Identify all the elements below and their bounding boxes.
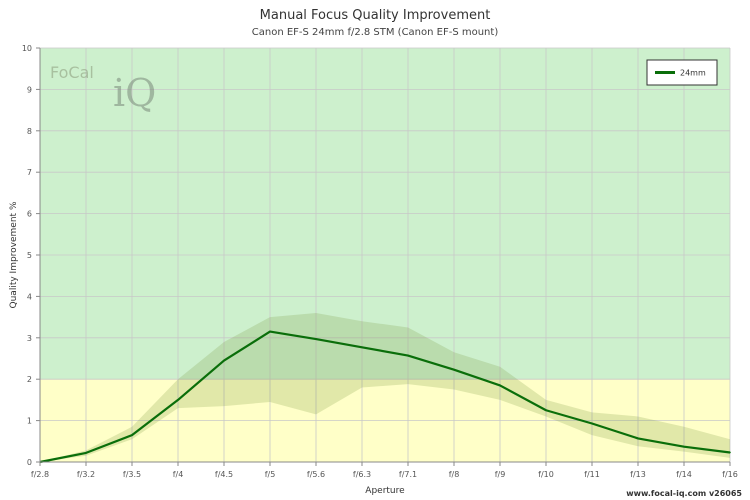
data-point-14 [683,445,685,448]
y-axis-label: Quality Improvement % [9,201,19,308]
x-tick-label-13: f/13 [630,470,646,479]
x-tick-label-11: f/10 [538,470,554,479]
data-point-4 [223,359,225,362]
chart-subtitle: Canon EF-S 24mm f/2.8 STM (Canon EF-S mo… [251,27,499,38]
focal-iq-logo: FoCal iQ [50,63,156,115]
x-tick-label-8: f/7.1 [399,470,417,479]
x-tick-label-1: f/3.2 [77,470,95,479]
data-point-7 [361,346,363,349]
data-point-5 [269,330,271,333]
x-tick-label-6: f/5.6 [307,470,325,479]
data-point-8 [407,354,409,357]
data-point-13 [637,437,639,440]
x-tick-labels: f/2.8 f/3.2 f/3.5 f/4 f/4.5 f/5 f/5.6 f/6.3 f/7.… [31,462,738,479]
x-tick-label-10: f/9 [495,470,506,479]
data-point-1 [85,452,87,454]
x-axis-label: Aperture [365,486,405,496]
x-tick-label-5: f/5 [265,470,276,479]
y-tick-label-9: 9 [27,85,32,94]
footer-credit: www.focal-iq.com v26065 [626,489,742,498]
data-point-11 [545,409,547,412]
y-tick-label-8: 8 [27,127,32,136]
data-point-2 [131,434,133,436]
y-tick-label-10: 10 [22,44,32,53]
data-point-15 [729,451,731,454]
legend: 24mm [646,59,718,86]
y-tick-label-4: 4 [27,292,32,301]
logo-text-bottom: iQ [113,71,156,115]
y-tick-label-5: 5 [27,251,32,260]
y-tick-label-3: 3 [27,334,32,343]
x-tick-label-2: f/3.5 [123,470,141,479]
data-point-3 [177,399,179,401]
x-tick-label-9: f/8 [449,470,460,479]
legend-label-0: 24mm [680,69,706,78]
y-tick-label-1: 1 [27,417,32,426]
range-band [40,312,730,462]
x-tick-label-14: f/14 [676,470,692,479]
y-tick-labels: 0 1 2 3 4 5 6 7 8 9 10 [22,44,40,467]
series-lines [39,330,731,464]
data-point-10 [499,384,501,387]
data-point-9 [453,368,455,371]
x-tick-label-4: f/4.5 [215,470,233,479]
x-tick-label-3: f/4 [173,470,184,479]
x-tick-label-15: f/16 [722,470,738,479]
y-tick-label-7: 7 [27,168,32,177]
series-line-0 [39,330,731,464]
x-tick-label-12: f/11 [584,470,600,479]
x-tick-label-7: f/6.3 [353,470,371,479]
data-point-12 [591,422,593,425]
logo-text-top: FoCal [50,63,94,82]
y-tick-label-6: 6 [27,210,32,219]
data-point-6 [315,338,317,340]
chart-title: Manual Focus Quality Improvement [259,8,491,23]
y-tick-label-2: 2 [27,375,32,384]
y-tick-label-0: 0 [27,458,32,467]
series-range-area [40,312,730,462]
x-tick-label-0: f/2.8 [31,470,49,479]
